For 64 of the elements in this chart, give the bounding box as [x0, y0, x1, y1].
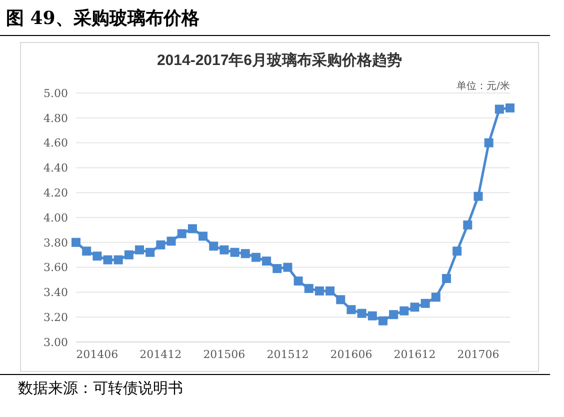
y-tick-label: 3.60	[44, 261, 68, 274]
point	[484, 138, 494, 148]
y-tick-label: 4.80	[44, 112, 68, 125]
source-note: 数据来源：可转债说明书	[18, 379, 183, 398]
y-tick-label: 3.20	[44, 311, 68, 324]
point	[420, 298, 430, 308]
y-tick-label: 3.80	[44, 236, 68, 250]
x-tick-label: 201706	[457, 348, 500, 361]
point	[103, 255, 112, 264]
x-tick-label: 201412	[140, 348, 182, 361]
point	[474, 192, 483, 201]
x-tick-label: 201506	[203, 348, 246, 361]
point	[220, 245, 229, 254]
y-tick-label: 3.40	[44, 286, 68, 300]
point	[135, 245, 144, 254]
point	[294, 276, 303, 286]
chart-subtitle: 2014-2017年6月玻璃布采购价格趋势	[156, 51, 404, 70]
point	[442, 274, 451, 284]
point	[357, 308, 366, 318]
x-tick-label: 201612	[394, 348, 436, 361]
point	[378, 316, 388, 326]
point	[346, 305, 356, 314]
point	[410, 302, 420, 312]
y-tick-label: 4.20	[44, 186, 68, 200]
point	[262, 256, 272, 266]
point	[400, 306, 409, 316]
point	[304, 284, 314, 293]
point	[494, 104, 504, 114]
x-tick-label: 201606	[330, 348, 372, 361]
point	[72, 238, 80, 247]
point	[209, 242, 218, 251]
point	[177, 229, 186, 238]
point	[389, 310, 398, 320]
text: 单位：元/米	[456, 80, 510, 93]
point	[431, 292, 440, 302]
point	[463, 220, 472, 230]
point	[124, 250, 134, 260]
x-tick-label: 201406	[76, 348, 118, 361]
point	[452, 246, 462, 256]
y-tick-label: 3.00	[44, 336, 68, 349]
point	[198, 232, 208, 241]
point	[251, 252, 260, 262]
point	[272, 264, 282, 274]
y-tick-label: 4.60	[44, 136, 68, 150]
point	[336, 295, 346, 304]
point	[240, 249, 250, 258]
point	[283, 262, 292, 272]
point	[92, 252, 102, 261]
point	[166, 236, 176, 246]
point	[188, 224, 197, 234]
point	[314, 286, 324, 296]
point	[146, 248, 155, 257]
y-tick-label: 4.00	[44, 211, 68, 224]
x-tick-label: 201512	[266, 348, 309, 361]
point	[156, 240, 166, 250]
point	[506, 103, 514, 112]
chart-title: 图 49、采购玻璃布价格	[6, 7, 200, 30]
point	[82, 246, 92, 256]
point	[368, 311, 377, 320]
point	[230, 248, 240, 257]
point	[114, 255, 123, 264]
point	[326, 286, 335, 296]
y-tick-label: 5.00	[44, 86, 68, 100]
y-tick-label: 4.40	[44, 162, 68, 175]
